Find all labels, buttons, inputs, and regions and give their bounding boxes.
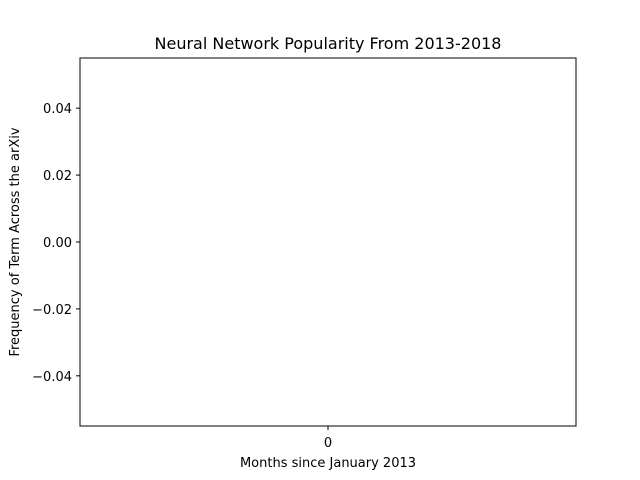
- y-tick-label: −0.02: [32, 303, 72, 318]
- plot-frame: [79, 57, 577, 427]
- y-tick-label: −0.04: [32, 370, 72, 385]
- y-axis-ticks: −0.04 −0.02 0.00 0.02 0.04: [32, 102, 80, 385]
- y-tick-label: 0.04: [43, 102, 72, 117]
- chart-title: Neural Network Popularity From 2013-2018: [155, 34, 502, 53]
- y-axis-label: Frequency of Term Across the arXiv: [8, 127, 23, 356]
- y-tick-label: 0.00: [43, 236, 72, 251]
- plot-area: [79, 57, 577, 427]
- x-axis-label: Months since January 2013: [240, 456, 416, 471]
- x-axis-ticks: 0: [324, 426, 332, 451]
- y-tick-label: 0.02: [43, 169, 72, 184]
- x-tick-label: 0: [324, 436, 332, 451]
